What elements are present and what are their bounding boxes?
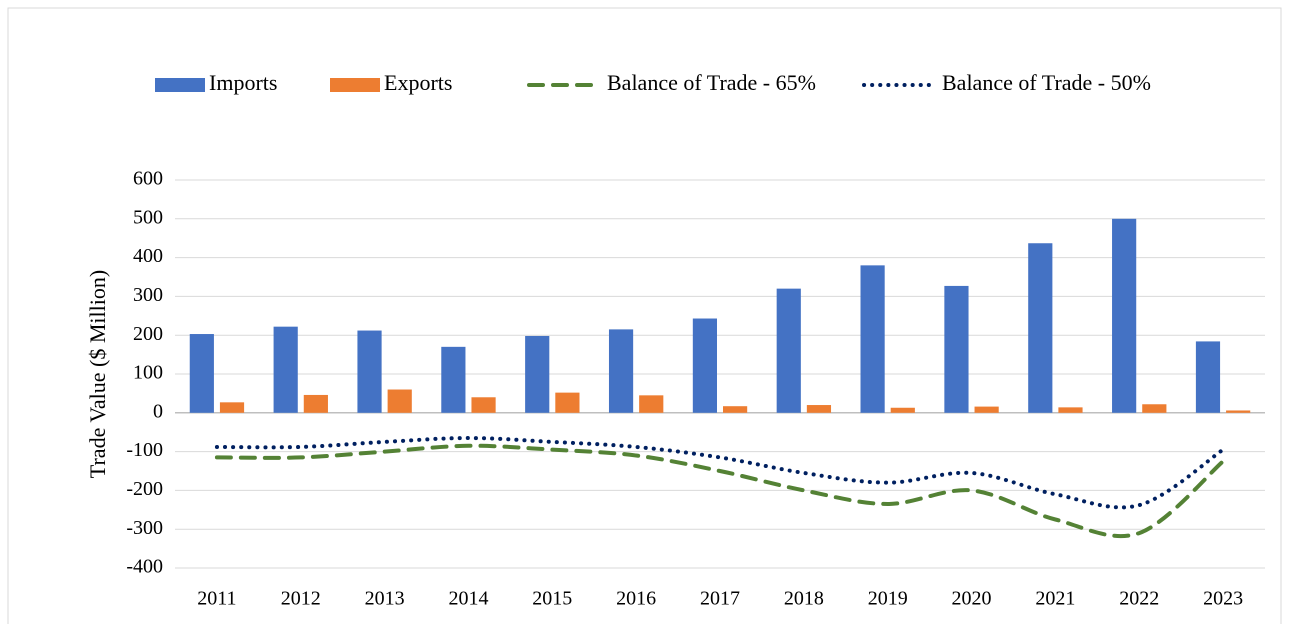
- y-tick-label: 100: [133, 362, 163, 384]
- bar: [776, 288, 801, 413]
- bar: [387, 389, 412, 413]
- bar: [639, 395, 664, 413]
- bar: [273, 326, 298, 413]
- bar: [471, 397, 496, 413]
- y-tick-label: 500: [133, 206, 163, 228]
- bar: [441, 346, 466, 413]
- bar: [1142, 404, 1167, 413]
- x-tick-label: 2016: [616, 588, 656, 610]
- bar: [189, 334, 214, 413]
- x-tick-label: 2012: [281, 588, 321, 610]
- x-tick-label: 2013: [365, 588, 405, 610]
- bar: [974, 406, 999, 413]
- legend-label: Balance of Trade - 50%: [942, 70, 1151, 95]
- bar: [890, 407, 915, 413]
- bar: [555, 392, 580, 413]
- y-tick-label: 400: [133, 245, 163, 267]
- y-tick-label: 0: [153, 400, 163, 422]
- bar: [1028, 243, 1053, 413]
- legend-label: Balance of Trade - 65%: [607, 70, 816, 95]
- bar: [806, 405, 832, 413]
- legend-label: Exports: [384, 70, 452, 95]
- x-tick-label: 2015: [532, 588, 572, 610]
- bar: [944, 285, 969, 413]
- line-series: [214, 443, 1226, 539]
- bar: [692, 318, 717, 413]
- bar: [357, 330, 382, 413]
- x-tick-label: 2021: [1035, 588, 1075, 610]
- x-tick-label: 2019: [868, 588, 908, 610]
- y-tick-label: -100: [126, 439, 163, 461]
- bar: [525, 335, 550, 413]
- y-tick-label: -300: [126, 517, 163, 539]
- x-tick-label: 2011: [197, 588, 236, 610]
- y-tick-label: -200: [126, 478, 163, 500]
- x-tick-label: 2022: [1119, 588, 1159, 610]
- bar: [1112, 218, 1137, 413]
- bar: [1195, 341, 1221, 413]
- bar: [860, 265, 885, 413]
- x-tick-label: 2014: [448, 588, 488, 610]
- x-tick-label: 2023: [1203, 588, 1243, 610]
- y-axis-title: Trade Value ($ Million): [85, 270, 110, 478]
- bar: [608, 329, 634, 413]
- bar: [1058, 407, 1083, 413]
- bar: [723, 406, 748, 413]
- x-tick-label: 2018: [784, 588, 824, 610]
- legend-swatch: [330, 78, 380, 92]
- y-tick-label: -400: [126, 556, 163, 578]
- legend-swatch: [155, 78, 205, 92]
- bar: [1226, 410, 1251, 413]
- y-tick-label: 300: [133, 284, 163, 306]
- legend-label: Imports: [209, 70, 277, 95]
- bar: [219, 402, 245, 413]
- x-tick-label: 2017: [700, 588, 740, 610]
- y-tick-label: 600: [133, 168, 163, 190]
- chart-border: [7, 7, 1282, 624]
- x-tick-label: 2020: [952, 588, 992, 610]
- bar: [303, 394, 328, 413]
- line-series: [214, 436, 1226, 510]
- y-tick-label: 200: [133, 323, 163, 345]
